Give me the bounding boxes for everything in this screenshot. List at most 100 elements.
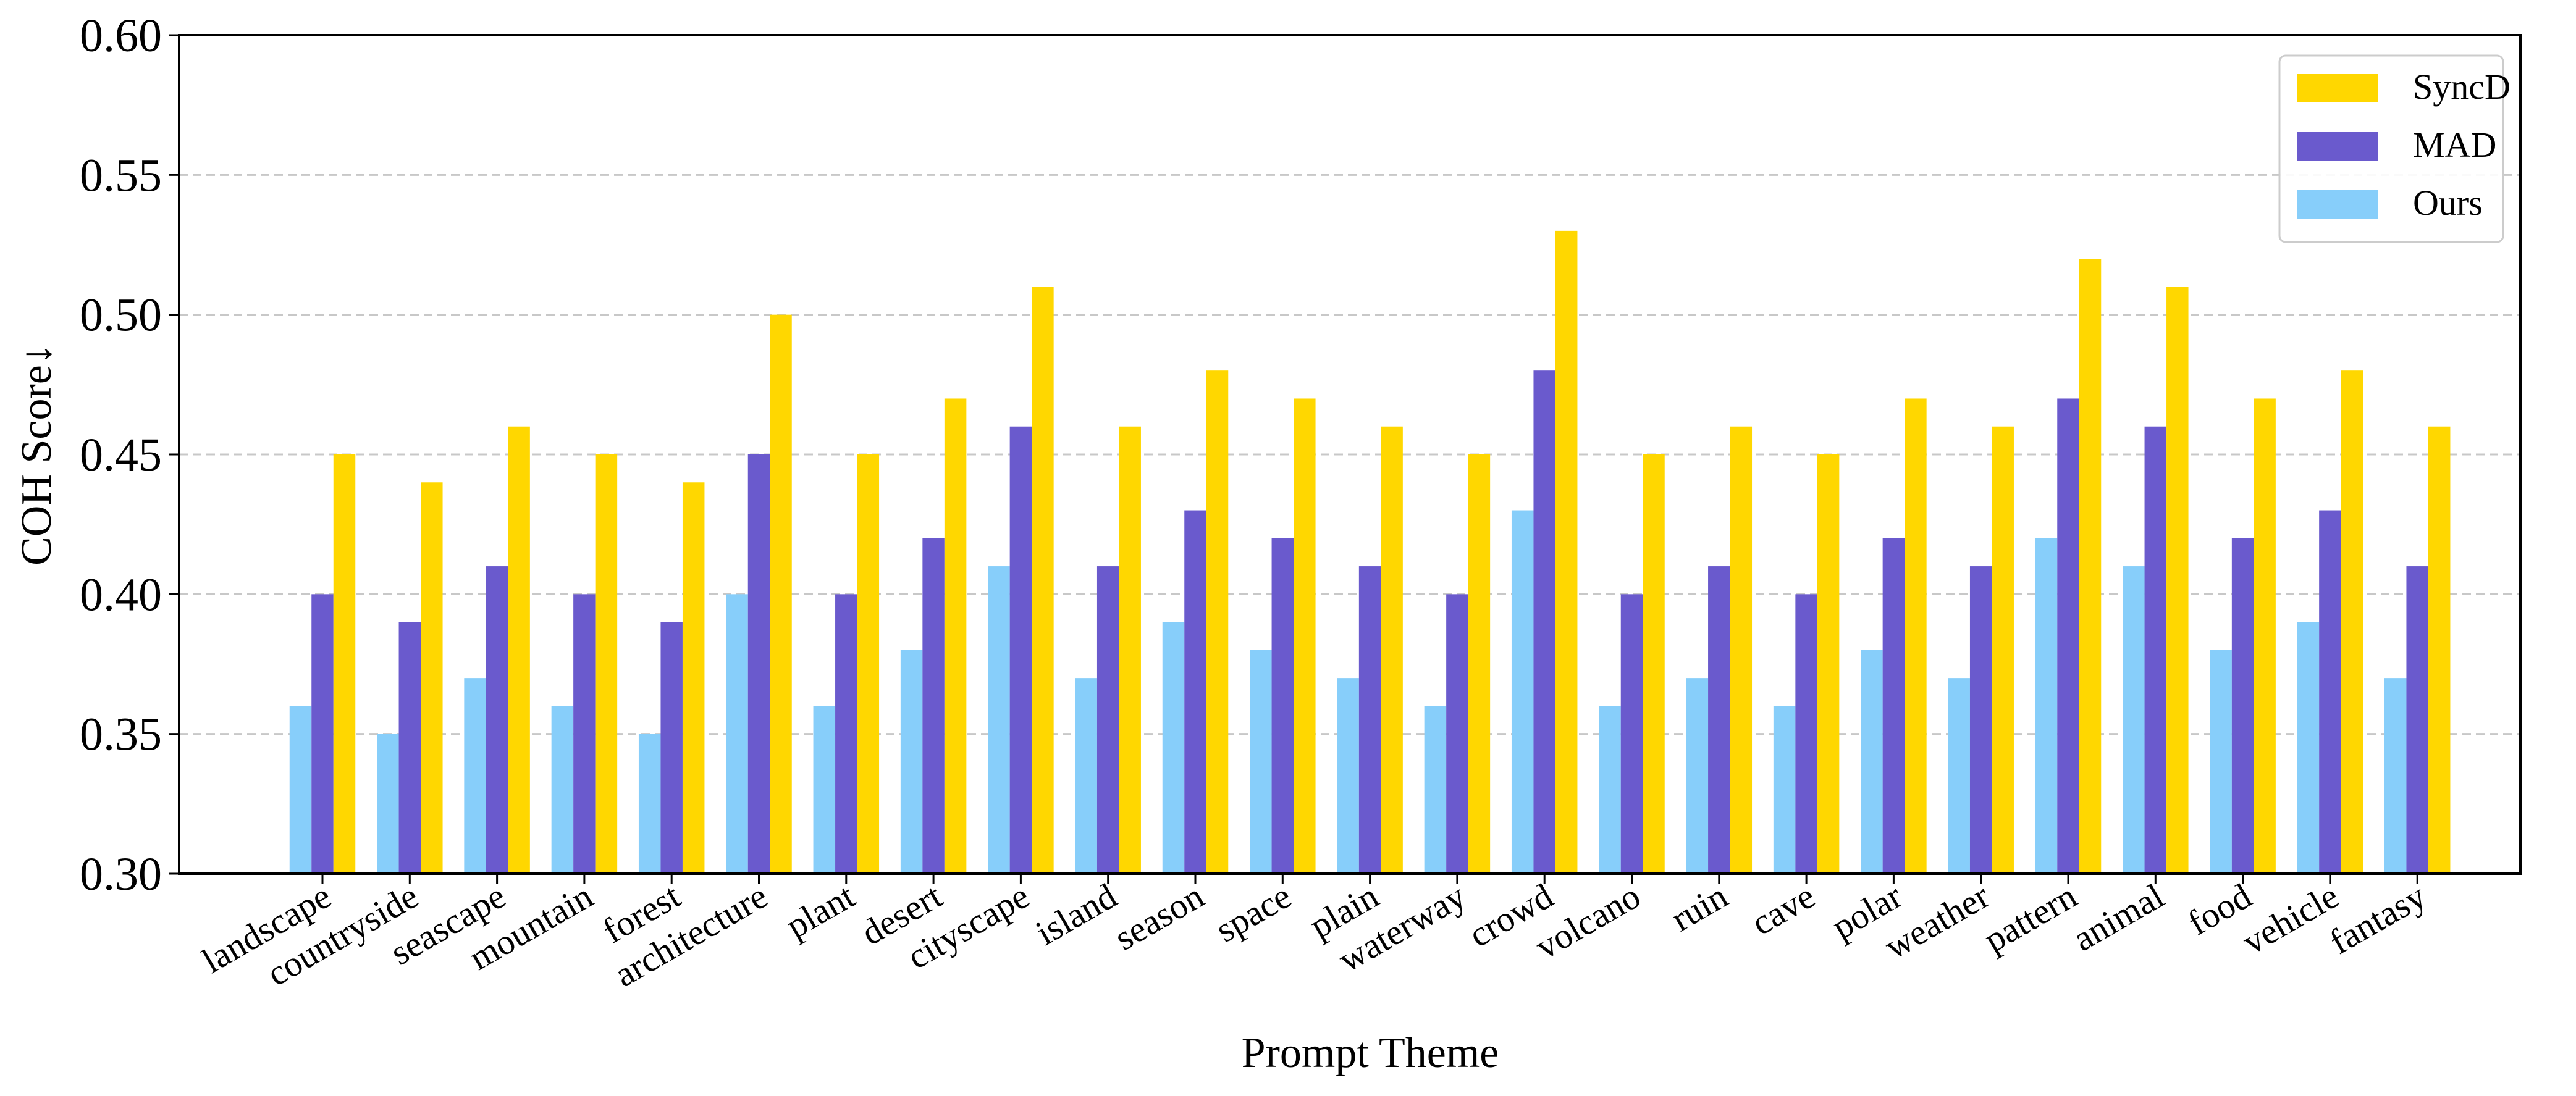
y-tick-label: 0.45 [80, 429, 162, 481]
bars [289, 230, 2451, 874]
bar-syncd-architecture [770, 314, 792, 874]
bar-mad-space [1271, 538, 1294, 874]
bar-syncd-cityscape [1032, 287, 1054, 874]
y-tick-label: 0.50 [80, 290, 162, 341]
x-tick-label: pattern [1977, 876, 2084, 960]
bar-syncd-polar [1905, 398, 1927, 874]
bar-syncd-weather [1992, 426, 2014, 874]
bar-syncd-cave [1817, 454, 1840, 874]
bar-mad-food [2231, 538, 2254, 874]
bar-ours-space [1250, 650, 1272, 874]
bar-ours-desert [900, 650, 923, 874]
x-tick-label: space [1209, 876, 1298, 950]
bar-ours-countryside [377, 734, 399, 874]
bar-syncd-countryside [421, 482, 443, 874]
legend-swatch-ours [2297, 190, 2378, 219]
bar-syncd-plain [1381, 426, 1403, 874]
x-tick-label: animal [2066, 876, 2171, 959]
legend: SyncD MAD Ours [2278, 54, 2511, 243]
bar-mad-cave [1795, 594, 1817, 874]
bar-syncd-animal [2166, 287, 2189, 874]
legend-label-mad: MAD [2413, 125, 2496, 165]
bar-ours-architecture [726, 594, 748, 874]
bar-mad-plain [1358, 566, 1381, 874]
bar-syncd-landscape [333, 454, 356, 874]
bar-ours-plant [813, 706, 836, 874]
bar-syncd-seascape [508, 426, 530, 874]
bar-ours-fantasy [2384, 678, 2407, 874]
bar-ours-forest [638, 734, 661, 874]
bar-mad-ruin [1708, 566, 1730, 874]
x-tick-label: season [1108, 876, 1210, 958]
bar-ours-animal [2123, 566, 2145, 874]
legend-swatch-syncd [2297, 74, 2378, 102]
bar-syncd-island [1119, 426, 1141, 874]
bar-mad-countryside [398, 622, 421, 874]
bar-ours-landscape [289, 706, 312, 874]
bar-mad-volcano [1620, 594, 1643, 874]
y-tick-label: 0.60 [80, 10, 162, 62]
x-tick-label: island [1029, 876, 1123, 953]
x-tick-label: fantasy [2323, 876, 2433, 962]
bar-ours-cityscape [988, 566, 1010, 874]
bar-ours-volcano [1599, 706, 1621, 874]
bar-ours-pattern [2035, 538, 2058, 874]
bar-ours-crowd [1511, 510, 1534, 874]
bar-mad-island [1096, 566, 1119, 874]
bar-mad-vehicle [2319, 510, 2341, 874]
bar-ours-ruin [1686, 678, 1709, 874]
bar-ours-vehicle [2297, 622, 2320, 874]
bar-syncd-volcano [1643, 454, 1665, 874]
bar-syncd-ruin [1730, 426, 1753, 874]
bar-mad-weather [1969, 566, 1992, 874]
bar-mad-forest [660, 622, 683, 874]
x-axis-title: Prompt Theme [1242, 1029, 1499, 1077]
y-tick-label: 0.30 [80, 848, 162, 900]
x-tick-label: ruin [1664, 876, 1734, 939]
bar-mad-plant [835, 594, 857, 874]
y-axis-title: COH Score↓ [13, 343, 61, 566]
bar-ours-food [2210, 650, 2232, 874]
x-tick-label: cave [1745, 876, 1822, 943]
legend-items: SyncD MAD Ours [2297, 67, 2511, 223]
bar-syncd-mountain [595, 454, 618, 874]
bar-ours-plain [1337, 678, 1359, 874]
x-tick-label: vehicle [2236, 876, 2346, 962]
bar-syncd-vehicle [2341, 370, 2363, 874]
y-axis: 0.30 0.35 0.40 0.45 0.50 0.55 0.60 [80, 10, 179, 900]
bar-ours-seascape [464, 678, 486, 874]
y-tick-label: 0.55 [80, 149, 162, 201]
bar-mad-landscape [311, 594, 334, 874]
bar-mad-polar [1882, 538, 1905, 874]
bar-syncd-season [1206, 370, 1229, 874]
bar-mad-animal [2144, 426, 2167, 874]
bar-ours-mountain [551, 706, 574, 874]
bar-ours-cave [1773, 706, 1796, 874]
bar-ours-island [1075, 678, 1097, 874]
bar-ours-waterway [1424, 706, 1447, 874]
bar-syncd-pattern [2079, 259, 2102, 874]
bar-ours-polar [1861, 650, 1883, 874]
bar-syncd-space [1294, 398, 1316, 874]
bar-syncd-crowd [1555, 230, 1578, 874]
bar-mad-desert [922, 538, 945, 874]
bar-mad-crowd [1533, 370, 1555, 874]
y-tick-label: 0.35 [80, 709, 162, 761]
bar-syncd-food [2254, 398, 2276, 874]
bar-mad-seascape [486, 566, 508, 874]
y-tick-label: 0.40 [80, 569, 162, 621]
bar-syncd-waterway [1468, 454, 1491, 874]
x-tick-label: plant [779, 876, 861, 946]
legend-label-ours: Ours [2413, 183, 2483, 223]
bar-syncd-forest [682, 482, 705, 874]
bar-mad-fantasy [2406, 566, 2428, 874]
bar-ours-season [1162, 622, 1185, 874]
bar-mad-mountain [573, 594, 596, 874]
x-axis: landscapecountrysideseascapemountainfore… [195, 874, 2433, 995]
bar-mad-architecture [747, 454, 770, 874]
bar-syncd-plant [857, 454, 880, 874]
bar-ours-weather [1948, 678, 1970, 874]
legend-label-syncd: SyncD [2413, 67, 2511, 107]
